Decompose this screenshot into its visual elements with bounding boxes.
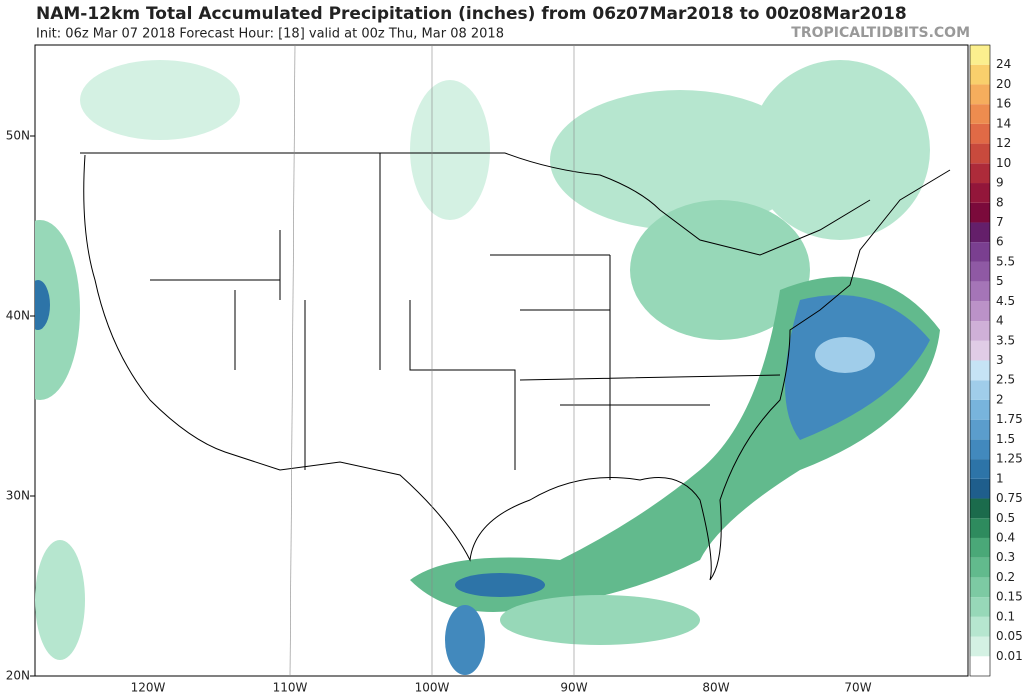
graticule — [289, 44, 575, 677]
colorbar-segment — [970, 399, 990, 420]
colorbar-segment — [970, 537, 990, 558]
colorbar-segment — [970, 64, 990, 85]
colorbar-segment — [970, 340, 990, 361]
lat-label: 40N — [6, 309, 30, 323]
title: NAM-12km Total Accumulated Precipitation… — [36, 4, 907, 24]
colorbar-segment — [970, 380, 990, 400]
colorbar-label: 1.5 — [996, 432, 1015, 446]
colorbar-segment — [970, 321, 990, 341]
colorbar-segment — [970, 616, 990, 637]
colorbar-segment — [970, 104, 990, 124]
lat-label: 30N — [6, 489, 30, 503]
colorbar-segment — [970, 183, 990, 203]
colorbar-segment — [970, 242, 990, 262]
colorbar-label: 2 — [996, 392, 1004, 406]
colorbar-segment — [970, 577, 990, 598]
colorbar-label: 4.5 — [996, 294, 1015, 308]
lat-label: 20N — [6, 669, 30, 683]
lon-label: 70W — [844, 681, 871, 695]
colorbar-label: 0.5 — [996, 511, 1015, 525]
colorbar-label: 1.25 — [996, 452, 1023, 466]
colorbar-label: 10 — [996, 156, 1011, 170]
colorbar-label: 24 — [996, 57, 1011, 71]
colorbar-segment — [970, 636, 990, 657]
subtitle: Init: 06z Mar 07 2018 Forecast Hour: [18… — [36, 27, 504, 42]
colorbar-label: 0.2 — [996, 570, 1015, 584]
colorbar-label: 12 — [996, 136, 1011, 150]
lon-label: 80W — [702, 681, 729, 695]
map — [34, 44, 969, 677]
colorbar-label: 0.05 — [996, 629, 1023, 643]
colorbar-label: 8 — [996, 195, 1004, 209]
colorbar-label: 3 — [996, 353, 1004, 367]
colorbar-segment — [970, 261, 990, 282]
colorbar-segment — [970, 478, 990, 499]
colorbar-segment — [970, 301, 990, 322]
colorbar-label: 0.01 — [996, 649, 1023, 663]
lat-label: 50N — [6, 129, 30, 143]
colorbar-segment — [970, 222, 990, 243]
precip-field — [35, 60, 940, 675]
colorbar-segment — [970, 360, 990, 381]
colorbar-segment — [970, 202, 990, 223]
colorbar-segment — [970, 143, 990, 164]
colorbar-segment — [970, 163, 990, 184]
colorbar-label: 0.75 — [996, 491, 1023, 505]
colorbar-segment — [970, 84, 990, 105]
colorbar-label: 2.5 — [996, 373, 1015, 387]
boundaries — [80, 152, 951, 581]
colorbar: 0.01 0.05 0.1 0.15 0.2 0.3 0.4 0.5 0.75 1 1.25 1.5 1… — [969, 44, 1023, 677]
colorbar-segment — [970, 459, 990, 479]
colorbar-segment — [970, 557, 990, 578]
lon-label: 120W — [131, 681, 166, 695]
lon-label: 110W — [273, 681, 308, 695]
colorbar-label: 0.3 — [996, 550, 1015, 564]
colorbar-label: 3.5 — [996, 333, 1015, 347]
colorbar-label: 7 — [996, 215, 1004, 229]
colorbar-label: 4 — [996, 314, 1004, 328]
colorbar-segment — [970, 498, 990, 519]
lon-label: 90W — [560, 681, 587, 695]
colorbar-label: 5.5 — [996, 254, 1015, 268]
colorbar-label: 6 — [996, 235, 1004, 249]
watermark: TROPICALTIDBITS.COM — [791, 25, 970, 41]
latitude-labels: 50N 40N 30N 20N — [6, 129, 35, 683]
colorbar-label: 1 — [996, 471, 1004, 485]
colorbar-label: 16 — [996, 97, 1011, 111]
colorbar-label: 9 — [996, 176, 1004, 190]
colorbar-segment — [970, 281, 990, 302]
colorbar-frame — [969, 44, 991, 677]
colorbar-segment — [970, 597, 990, 617]
colorbar-segment — [970, 419, 990, 440]
colorbar-segment — [970, 123, 990, 144]
colorbar-label: 14 — [996, 116, 1011, 130]
colorbar-label: 0.4 — [996, 530, 1015, 544]
colorbar-label: 5 — [996, 274, 1004, 288]
longitude-labels: 120W 110W 100W 90W 80W 70W — [131, 681, 872, 695]
colorbar-label: 20 — [996, 77, 1011, 91]
colorbar-segment — [970, 439, 990, 460]
colorbar-label: 1.75 — [996, 412, 1023, 426]
colorbar-segment — [970, 45, 990, 65]
lon-label: 100W — [415, 681, 450, 695]
colorbar-segment — [970, 656, 990, 676]
colorbar-label: 0.15 — [996, 590, 1023, 604]
colorbar-segment — [970, 518, 990, 538]
colorbar-label: 0.1 — [996, 609, 1015, 623]
